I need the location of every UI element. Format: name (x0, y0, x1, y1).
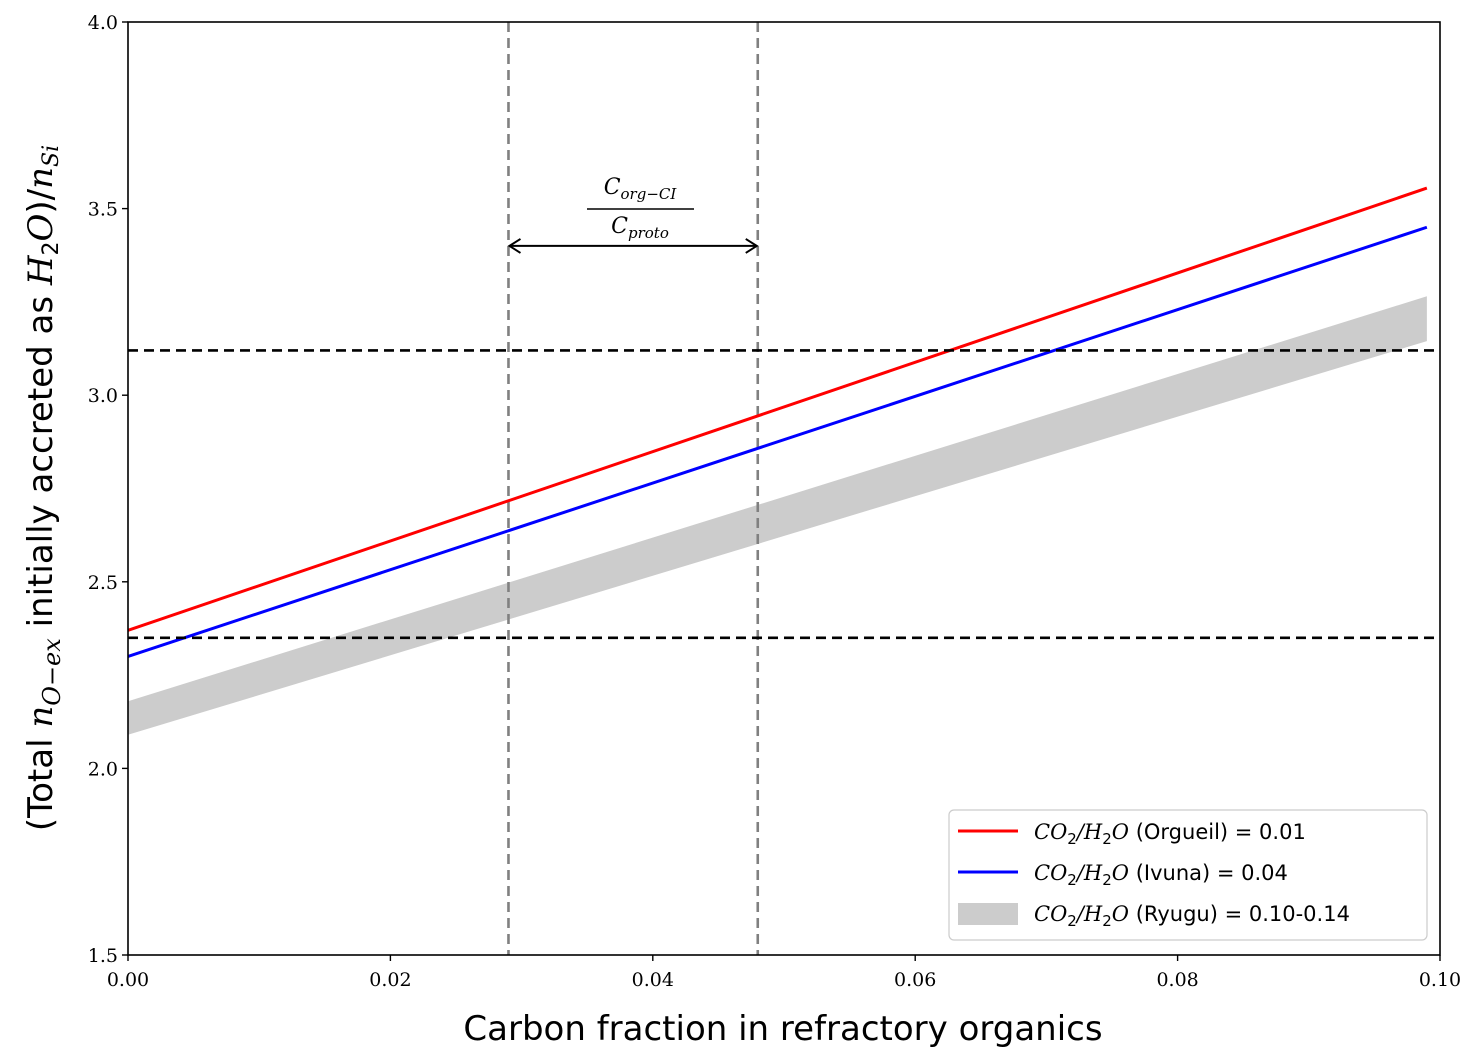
y-title-n2: n (21, 167, 61, 189)
y-title-h-sub: 2 (39, 241, 64, 255)
series-line-ivuna (128, 225, 1428, 658)
y-tick-label: 4.0 (88, 12, 118, 34)
x-tick-label: 0.10 (1419, 969, 1461, 991)
y-title-n2-sub: Si (39, 145, 64, 167)
y-title-o: O (21, 213, 61, 241)
y-tick-label: 3.5 (88, 199, 118, 221)
y-title-middle: initially accreted as (21, 285, 61, 638)
annotation-arrow-head-right (745, 238, 759, 254)
legend-swatch-ryugu (958, 903, 1018, 925)
y-title-close: )/ (21, 188, 61, 213)
plot-layer (128, 22, 1440, 955)
annotation-fraction: Corg−CI Cproto (587, 175, 694, 242)
y-title-n: n (21, 706, 61, 728)
legend-box (948, 809, 1428, 941)
x-axis-title: Carbon fraction in refractory organics (463, 1009, 1102, 1049)
y-axis-ticks: 1.5 2.0 2.5 3.0 3.5 4.0 (88, 12, 128, 967)
series-line-orgueil (128, 186, 1428, 632)
x-tick-label: 0.00 (107, 969, 149, 991)
x-tick-label: 0.02 (369, 969, 411, 991)
y-tick-label: 2.0 (88, 758, 118, 780)
axes-frame (127, 21, 1441, 956)
x-tick-label: 0.08 (1156, 969, 1198, 991)
legend-label-orgueil: CO2/H2O (Orgueil) = 0.01 (1034, 820, 1306, 848)
annotation-numerator: Corg−CI (604, 175, 678, 203)
y-title-h: H (21, 254, 61, 286)
y-title-n-sub: O−ex (38, 638, 66, 706)
y-title-prefix: (Total (21, 728, 61, 831)
y-tick-label: 1.5 (88, 945, 118, 967)
y-tick-label: 3.0 (88, 385, 118, 407)
y-tick-label: 2.5 (88, 572, 118, 594)
x-axis-ticks: 0.00 0.02 0.04 0.06 0.08 0.10 (107, 955, 1461, 991)
legend-label-ivuna: CO2/H2O (Ivuna) = 0.04 (1034, 861, 1288, 889)
annotation-denominator: Cproto (611, 214, 669, 242)
annotation-arrow-head-left (507, 238, 522, 254)
y-axis-title: (Total nO−ex initially accreted as H2O)/… (21, 145, 66, 831)
ryugu-band (128, 296, 1427, 735)
legend: CO2/H2O (Orgueil) = 0.01 CO2/H2O (Ivuna)… (948, 809, 1428, 941)
x-tick-label: 0.06 (894, 969, 936, 991)
legend-label-ryugu: CO2/H2O (Ryugu) = 0.10-0.14 (1034, 902, 1350, 930)
x-tick-label: 0.04 (632, 969, 674, 991)
annotation-arrow (507, 238, 759, 254)
